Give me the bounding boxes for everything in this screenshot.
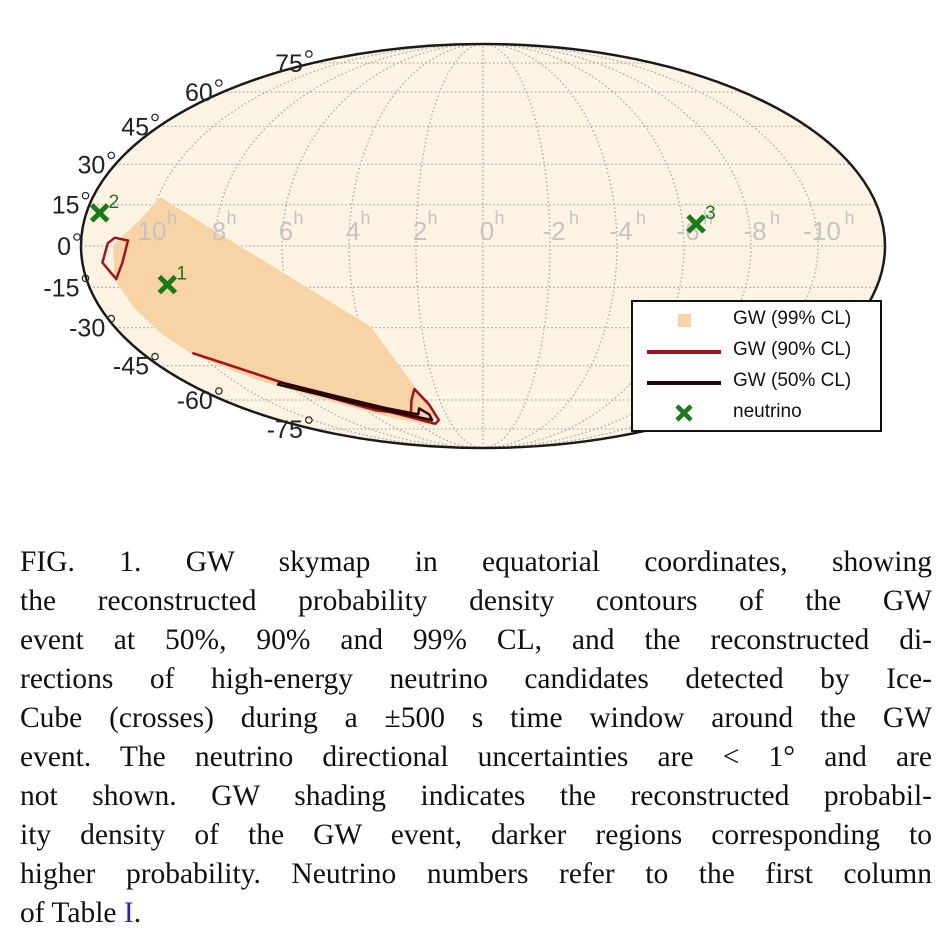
degree-symbol (107, 314, 116, 323)
caption-line: event at 50%, 90% and 99% CL, and the re… (20, 624, 932, 656)
legend-label: neutrino (733, 401, 802, 422)
ra-tick-label: -10 (803, 216, 841, 246)
ra-tick-label: 10 (138, 216, 167, 246)
ra-tick-unit: h (636, 208, 646, 228)
cross-stroke (89, 203, 110, 223)
legend-item-gw-90: GW (90% CL) (633, 337, 880, 367)
sky-outline (79, 42, 887, 450)
caption-text: of Table (20, 897, 124, 929)
degree-symbol (107, 151, 116, 160)
degree-symbol (305, 416, 313, 424)
legend-label: GW (90% CL) (733, 339, 852, 360)
degree-symbol (151, 113, 159, 122)
caption-line: FIG. 1. GW skymap in equatorial coordina… (20, 546, 932, 578)
legend-item-neutrino: neutrino (633, 399, 880, 429)
dec-tick-label: -75 (267, 416, 303, 444)
degree-symbol (73, 233, 81, 241)
dec-tick-label: -45 (113, 353, 149, 381)
legend-item-gw-50: GW (50% CL) (633, 368, 880, 398)
dec-tick-label: 60 (185, 79, 213, 107)
dec-tick-labels: 75 60 45 30 15 0 -15 -30 -45 -60 -75 (43, 50, 313, 444)
neutrino-cross-icon (157, 274, 178, 295)
neutrino-markers: 1 2 3 (89, 192, 716, 295)
dec-tick-label: 15 (52, 192, 80, 220)
table-reference-link[interactable]: I (123, 897, 134, 929)
meridian-gridline (482, 44, 551, 448)
neutrino-cross-icon (89, 203, 110, 223)
ra-tick-unit: h (227, 208, 237, 228)
dec-tick-label: -60 (177, 387, 213, 415)
ra-tick-label: 2 (413, 216, 427, 246)
figure: 10 h 8 h 6 h 4 h 2 h 0 h -2 h -4 h -6 h -8 h -10 h 75 60 45 30 15… (43, 42, 887, 450)
caption-line: ity density of the GW event, darker regi… (20, 819, 932, 851)
dec-tick-label: 75 (275, 50, 303, 78)
cross-icon (647, 399, 721, 429)
ra-tick-label: -4 (609, 216, 632, 246)
ra-tick-label: 0 (480, 216, 494, 246)
dec-tick-label: 30 (77, 151, 105, 179)
neutrino-id-label: 1 (176, 264, 187, 285)
ra-tick-label: 6 (279, 216, 293, 246)
figure-caption: FIG. 1. GW skymap in equatorial coordina… (20, 543, 932, 933)
caption-line: not shown. GW shading indicates the reco… (20, 780, 932, 812)
dec-tick-label: 45 (121, 113, 149, 141)
gw-regions (101, 197, 441, 426)
meridian-gridline (281, 44, 484, 448)
ra-tick-unit: h (770, 208, 780, 228)
caption-line: Cube (crosses) during a ±500 s time wind… (20, 702, 932, 734)
dec-tick-label: -30 (69, 315, 105, 343)
degree-symbol (215, 79, 223, 87)
dec-tick-label: -15 (43, 274, 79, 302)
degree-symbol (215, 387, 223, 395)
meridian-gridline (482, 44, 685, 448)
ra-tick-unit: h (167, 208, 177, 228)
ra-tick-unit: h (569, 208, 579, 228)
caption-line: the reconstructed probability density co… (20, 585, 932, 617)
legend: GW (99% CL) GW (90% CL) GW (50% CL) (631, 300, 882, 432)
caption-line-last: of Table I. (20, 894, 932, 933)
legend-label: GW (99% CL) (733, 308, 852, 329)
degree-symbol (305, 50, 313, 58)
ra-tick-unit: h (428, 208, 438, 228)
legend-line-icon (647, 337, 721, 367)
ra-tick-label: -8 (743, 216, 766, 246)
degree-symbol (81, 274, 90, 283)
caption-text: . (133, 897, 142, 929)
ra-tick-unit: h (703, 208, 713, 228)
legend-label: GW (50% CL) (733, 370, 852, 391)
neutrino-id-label: 2 (109, 192, 120, 213)
gw-50-contour (276, 380, 434, 422)
cross-stroke (157, 274, 178, 295)
degree-symbol (151, 352, 159, 361)
ra-tick-unit: h (495, 208, 505, 228)
dec-tick-label: 0 (57, 233, 71, 261)
meridian-gridline (415, 44, 484, 448)
legend-line-icon (647, 368, 721, 398)
caption-line: higher probability. Neutrino numbers ref… (20, 858, 932, 890)
ra-tick-labels: 10 h 8 h 6 h 4 h 2 h 0 h -2 h -4 h -6 h -8 h -10 h (138, 208, 855, 246)
ra-tick-unit: h (845, 208, 855, 228)
cross-stroke (686, 214, 706, 234)
legend-item-gw-99: GW (99% CL) (633, 306, 880, 336)
gw-90-contour (101, 236, 130, 281)
degree-symbol (81, 191, 90, 200)
ra-tick-unit: h (361, 208, 371, 228)
caption-line: rections of high-energy neutrino candida… (20, 663, 932, 695)
ra-tick-unit: h (294, 208, 304, 228)
ra-tick-label: -2 (542, 216, 565, 246)
ra-tick-label: 4 (346, 216, 360, 246)
legend-square-icon (647, 306, 721, 336)
neutrino-id-label: 3 (705, 203, 716, 224)
ra-tick-label: 8 (212, 216, 226, 246)
neutrino-cross-icon (686, 214, 706, 234)
caption-line: event. The neutrino directional uncertai… (20, 741, 932, 773)
